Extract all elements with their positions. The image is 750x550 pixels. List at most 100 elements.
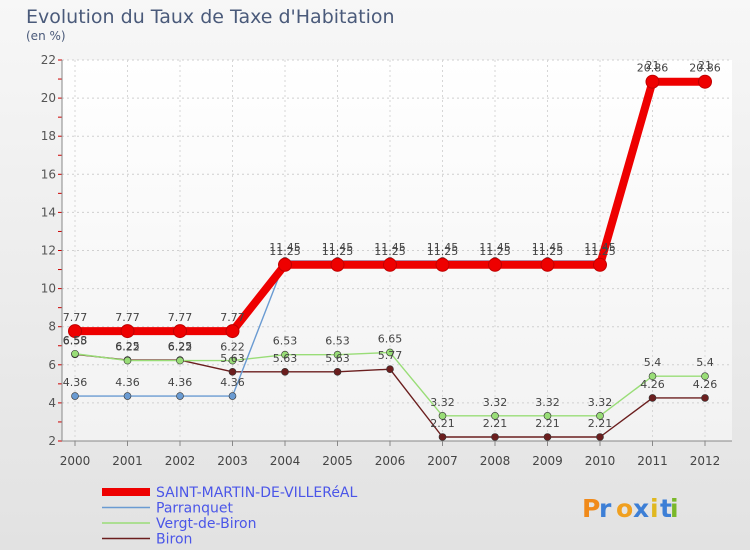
data-label: 6.53 bbox=[273, 335, 298, 348]
data-label: 7.77 bbox=[168, 311, 193, 324]
data-label: 11.25 bbox=[322, 245, 354, 258]
data-point bbox=[438, 412, 447, 420]
data-label: 4.36 bbox=[220, 376, 245, 389]
data-point bbox=[648, 394, 657, 402]
data-label: 5.63 bbox=[325, 352, 350, 365]
x-tick-label: 2000 bbox=[60, 454, 91, 468]
data-label: 11.25 bbox=[584, 245, 616, 258]
data-point bbox=[596, 412, 604, 420]
data-point bbox=[648, 372, 657, 381]
data-point bbox=[438, 433, 447, 441]
data-label: 3.32 bbox=[535, 396, 560, 409]
data-label: 6.53 bbox=[325, 335, 350, 348]
y-tick-label: 8 bbox=[48, 320, 56, 334]
data-label: 11.45 bbox=[322, 241, 354, 254]
data-label: 3.32 bbox=[430, 396, 455, 409]
logo-letter: i bbox=[670, 494, 679, 523]
x-tick-label: 2012 bbox=[690, 454, 721, 468]
series-vergt-de-biron bbox=[71, 348, 709, 420]
x-tick-label: 2002 bbox=[165, 454, 196, 468]
x-tick-label: 2006 bbox=[375, 454, 406, 468]
data-point bbox=[120, 324, 135, 339]
data-point bbox=[386, 365, 394, 373]
logo-letter: P bbox=[582, 494, 600, 523]
legend-label: SAINT-MARTIN-DE-VILLERéAL bbox=[156, 485, 358, 501]
data-label: 21 bbox=[646, 59, 660, 72]
data-label: 11.25 bbox=[374, 245, 406, 258]
data-label: 11.45 bbox=[269, 241, 301, 254]
data-point bbox=[176, 356, 184, 365]
data-point bbox=[333, 350, 342, 359]
data-label: 5.77 bbox=[378, 349, 403, 362]
data-label: 3.32 bbox=[483, 396, 508, 409]
data-point bbox=[173, 324, 187, 339]
data-label: 6.58 bbox=[63, 334, 88, 347]
data-point bbox=[330, 257, 345, 272]
data-point bbox=[281, 350, 289, 359]
data-point bbox=[123, 392, 132, 400]
data-label: 6.22 bbox=[220, 341, 245, 354]
data-label: 4.36 bbox=[168, 376, 193, 389]
data-point bbox=[543, 412, 552, 420]
data-label: 20.86 bbox=[637, 62, 669, 75]
data-point bbox=[435, 257, 450, 272]
data-label: 7.77 bbox=[63, 311, 88, 324]
data-point bbox=[333, 368, 342, 376]
data-label: 7.77 bbox=[115, 311, 140, 324]
data-point bbox=[123, 356, 132, 365]
x-tick-label: 2003 bbox=[217, 454, 248, 468]
y-tick-label: 4 bbox=[48, 396, 56, 410]
logo-letter: i bbox=[650, 494, 659, 523]
logo-letter: t bbox=[660, 494, 672, 523]
x-tick-label: 2001 bbox=[112, 454, 143, 468]
logo-letter: r bbox=[599, 494, 612, 523]
data-label: 7.77 bbox=[220, 311, 245, 324]
data-point bbox=[71, 392, 79, 400]
x-tick-label: 2010 bbox=[585, 454, 616, 468]
data-point bbox=[491, 433, 499, 441]
legend-label: Vergt-de-Biron bbox=[156, 516, 256, 532]
legend-label: Biron bbox=[156, 532, 192, 548]
chart-unit: (en %) bbox=[26, 29, 66, 43]
data-label: 11.25 bbox=[479, 245, 511, 258]
data-point bbox=[176, 392, 184, 400]
data-label: 6.25 bbox=[115, 340, 140, 353]
data-label: 11.25 bbox=[427, 245, 459, 258]
logo-letter: x bbox=[633, 494, 649, 523]
x-tick-label: 2005 bbox=[322, 454, 353, 468]
data-label: 3.32 bbox=[588, 396, 613, 409]
data-point bbox=[491, 412, 499, 420]
y-tick-label: 22 bbox=[41, 53, 56, 67]
x-tick-label: 2011 bbox=[637, 454, 668, 468]
legend-label: Parranquet bbox=[156, 501, 233, 517]
data-point bbox=[228, 392, 237, 400]
x-tick-label: 2007 bbox=[427, 454, 458, 468]
data-label: 5.63 bbox=[220, 352, 245, 365]
data-label: 2.21 bbox=[430, 417, 455, 430]
data-label: 2.21 bbox=[483, 417, 508, 430]
data-label: 11.45 bbox=[532, 241, 564, 254]
data-point bbox=[701, 372, 709, 381]
y-tick-label: 6 bbox=[48, 358, 56, 372]
data-point bbox=[68, 324, 82, 339]
data-point bbox=[228, 356, 237, 365]
data-label: 4.36 bbox=[63, 376, 88, 389]
y-tick-label: 10 bbox=[41, 282, 56, 296]
data-label: 6.55 bbox=[63, 334, 88, 347]
data-point bbox=[386, 348, 394, 357]
data-label: 5.4 bbox=[644, 356, 662, 369]
data-label: 21 bbox=[698, 59, 712, 72]
y-tick-label: 2 bbox=[48, 434, 56, 448]
data-point bbox=[225, 324, 240, 339]
data-label: 5.4 bbox=[696, 356, 714, 369]
data-point bbox=[645, 74, 660, 89]
data-label: 4.36 bbox=[115, 376, 140, 389]
x-tick-label: 2009 bbox=[532, 454, 563, 468]
data-label: 11.45 bbox=[427, 241, 459, 254]
y-tick-label: 20 bbox=[41, 91, 56, 105]
data-label: 5.63 bbox=[273, 352, 298, 365]
data-label: 11.45 bbox=[374, 241, 406, 254]
data-point bbox=[383, 257, 397, 272]
data-label: 4.26 bbox=[640, 378, 665, 391]
